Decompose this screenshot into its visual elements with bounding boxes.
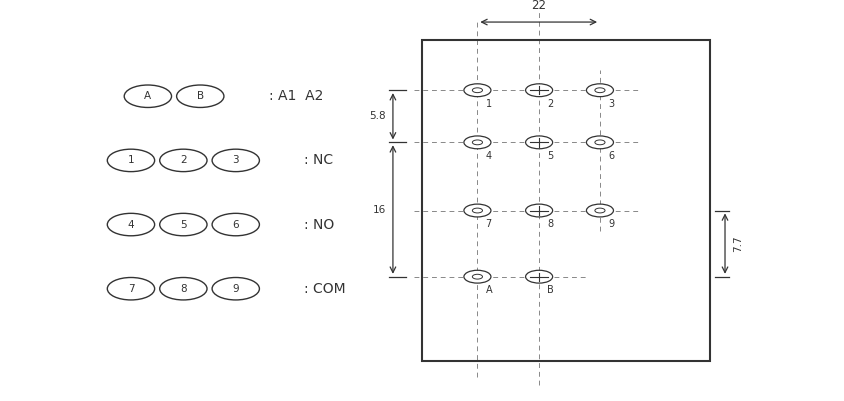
Circle shape: [463, 84, 490, 97]
Text: 9: 9: [608, 219, 614, 229]
Text: 3: 3: [608, 99, 614, 109]
Text: 1: 1: [127, 156, 134, 165]
Text: B: B: [547, 285, 554, 295]
Text: : A1  A2: : A1 A2: [268, 89, 322, 103]
Text: A: A: [144, 91, 151, 101]
Text: 8: 8: [180, 284, 187, 294]
Text: 9: 9: [232, 284, 239, 294]
Text: 7: 7: [485, 219, 491, 229]
Text: 22: 22: [531, 0, 545, 12]
Circle shape: [586, 84, 613, 97]
Text: 6: 6: [608, 151, 614, 161]
Text: 8: 8: [547, 219, 553, 229]
Circle shape: [463, 136, 490, 149]
Circle shape: [586, 136, 613, 149]
Text: 2: 2: [180, 156, 187, 165]
Text: 7: 7: [127, 284, 134, 294]
Text: 4: 4: [127, 220, 134, 229]
Text: 5.8: 5.8: [369, 111, 386, 121]
Text: : COM: : COM: [304, 282, 345, 296]
Text: 7.7: 7.7: [733, 235, 743, 252]
Text: 2: 2: [547, 99, 553, 109]
Circle shape: [586, 204, 613, 217]
Bar: [422, 40, 709, 361]
Text: : NO: : NO: [304, 218, 334, 231]
Text: 5: 5: [547, 151, 553, 161]
Text: A: A: [485, 285, 491, 295]
Text: B: B: [197, 91, 203, 101]
Text: 3: 3: [232, 156, 239, 165]
Text: 6: 6: [232, 220, 239, 229]
Circle shape: [525, 204, 552, 217]
Circle shape: [525, 270, 552, 283]
Text: 5: 5: [180, 220, 187, 229]
Text: 16: 16: [372, 205, 386, 215]
Text: : NC: : NC: [304, 154, 333, 167]
Circle shape: [463, 270, 490, 283]
Circle shape: [525, 84, 552, 97]
Text: 1: 1: [485, 99, 491, 109]
Text: 4: 4: [485, 151, 491, 161]
Circle shape: [463, 204, 490, 217]
Circle shape: [525, 136, 552, 149]
